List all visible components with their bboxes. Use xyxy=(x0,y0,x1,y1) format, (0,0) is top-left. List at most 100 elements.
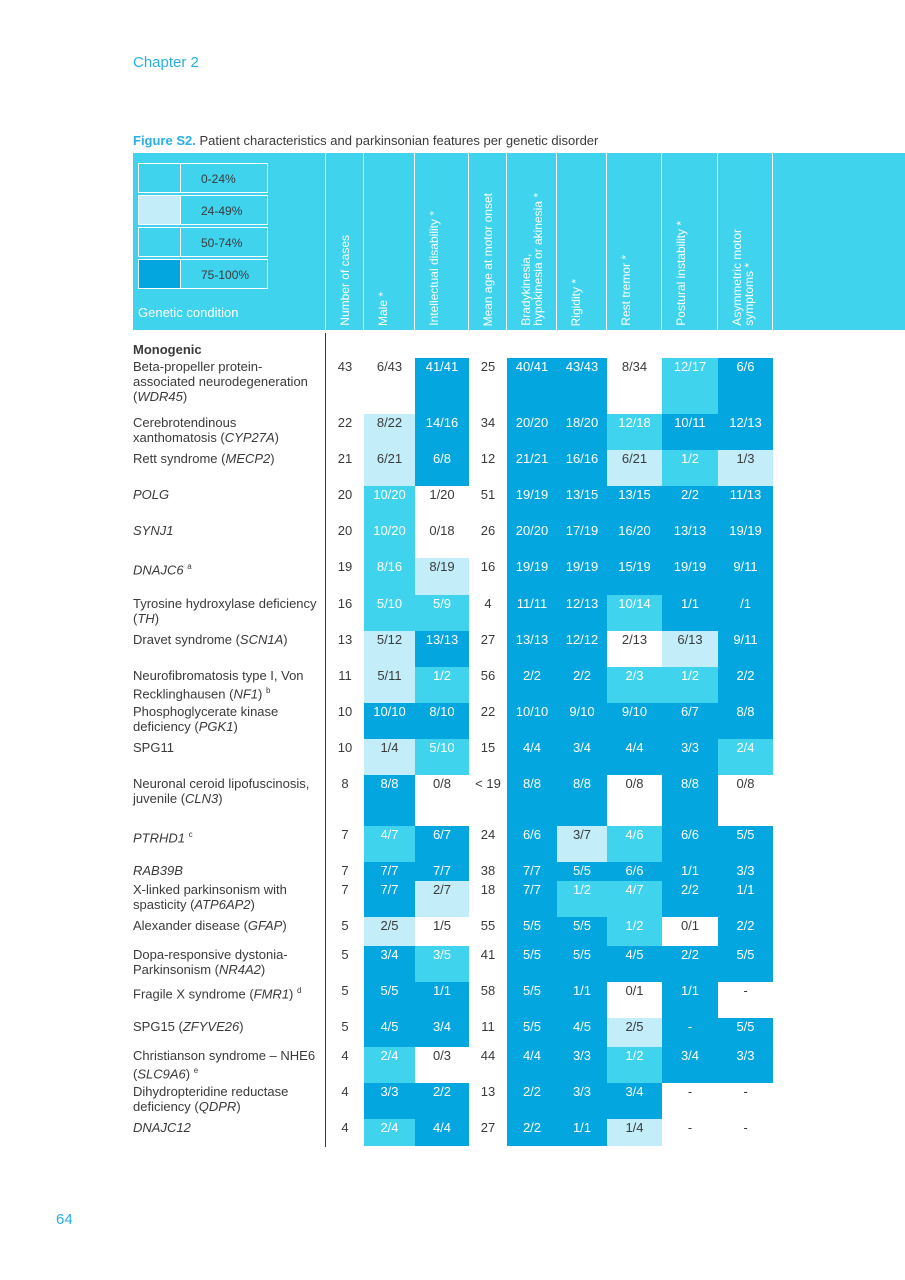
column-header-text: Intellectual disability * xyxy=(427,211,441,326)
row-condition-name: Dopa-responsive dystonia-Parkinsonism (N… xyxy=(133,947,288,977)
table-cell: 0/18 xyxy=(429,523,455,538)
table-cell: 4/4 xyxy=(507,739,557,775)
table-cell: 13 xyxy=(480,1084,496,1099)
table-cell: 20 xyxy=(337,523,353,538)
table-cell: 4/4 xyxy=(415,1119,469,1146)
table-cell: 13/13 xyxy=(507,631,557,667)
table-cell: 7/7 xyxy=(364,881,415,917)
table-cell: - xyxy=(743,1084,748,1099)
table-cell: 1/5 xyxy=(432,918,452,933)
table-cell: 7/7 xyxy=(507,881,557,917)
legend-row: 0-24% xyxy=(138,163,268,193)
table-cell: 3/3 xyxy=(557,1083,607,1119)
table-cell: 4/7 xyxy=(607,881,662,917)
column-divider xyxy=(717,153,718,330)
table-cell: 3/4 xyxy=(557,739,607,775)
table-cell: 19/19 xyxy=(507,486,557,522)
table-cell: 12/13 xyxy=(557,595,607,631)
table-cell: 6/7 xyxy=(415,826,469,862)
table-cell: 5 xyxy=(341,983,349,998)
table-cell: 2/5 xyxy=(364,917,415,946)
row-condition-name: Neuronal ceroid lipofuscinosis, juvenile… xyxy=(133,776,310,806)
table-cell: < 19 xyxy=(475,776,501,791)
row-condition-name: Alexander disease (GFAP) xyxy=(133,918,287,933)
table-cell: 1/1 xyxy=(662,982,718,1018)
table-cell: 5/5 xyxy=(364,982,415,1018)
table-cell: 10/10 xyxy=(507,703,557,739)
table-cell: 5/5 xyxy=(557,862,607,881)
table-cell: 7/7 xyxy=(415,862,469,881)
table-cell: 1/3 xyxy=(718,450,773,486)
table-cell: 1/20 xyxy=(429,487,455,502)
table-cell: 1/2 xyxy=(607,1047,662,1083)
table-cell: 18/20 xyxy=(557,414,607,450)
table-cell: 12/12 xyxy=(557,631,607,667)
table-cell: 1/2 xyxy=(662,450,718,486)
column-header: Male * xyxy=(364,153,415,330)
table-cell: 11 xyxy=(481,1019,495,1034)
column-header: Intellectual disability * xyxy=(415,153,469,330)
row-condition-name: DNAJC12 xyxy=(133,1120,191,1135)
table-cell: 0/8 xyxy=(736,776,755,791)
table-cell: 8/8 xyxy=(662,775,718,826)
row-condition-name: X-linked parkinsonism with spasticity (A… xyxy=(133,882,287,912)
row-condition-name: SPG11 xyxy=(133,740,174,755)
table-cell: 4 xyxy=(341,1048,349,1063)
table-cell: 27 xyxy=(480,1120,496,1135)
table-cell: 0/8 xyxy=(432,776,452,791)
table-cell: 1/1 xyxy=(718,881,773,917)
column-header-text: Mean age at motor onset xyxy=(481,192,495,326)
table-cell: 12 xyxy=(480,451,496,466)
table-cell: 5/5 xyxy=(557,917,607,946)
table-cell: 5/5 xyxy=(507,946,557,982)
table-cell: 6/6 xyxy=(507,826,557,862)
table-cell: 6/6 xyxy=(718,358,773,414)
table-cell: 7 xyxy=(341,827,349,842)
table-cell: 3/4 xyxy=(607,1083,662,1119)
table-cell: 5/11 xyxy=(364,667,415,703)
table-cell: 4 xyxy=(341,1120,349,1135)
table-cell: 14/16 xyxy=(415,414,469,450)
table-divider-line xyxy=(325,333,326,1147)
table-cell: 4 xyxy=(484,596,492,611)
table-cell: 8/34 xyxy=(621,359,648,374)
table-cell: 5/9 xyxy=(415,595,469,631)
table-cell: 1/1 xyxy=(662,595,718,631)
table-cell: 21/21 xyxy=(507,450,557,486)
column-header: Postural instability * xyxy=(662,153,718,330)
table-cell: 1/2 xyxy=(557,881,607,917)
table-cell: 9/10 xyxy=(607,703,662,739)
table-cell: 40/41 xyxy=(507,358,557,414)
table-cell: 9/11 xyxy=(718,631,773,667)
table-cell: 17/19 xyxy=(557,522,607,558)
table-cell: 2/4 xyxy=(718,739,773,775)
table-cell: 5/5 xyxy=(507,1018,557,1047)
table-cell: 5/10 xyxy=(415,739,469,775)
row-condition-name: Christianson syndrome – NHE6 (SLC9A6) e xyxy=(133,1048,316,1082)
row-condition-name: SYNJ1 xyxy=(133,523,174,538)
table-cell: 3/4 xyxy=(415,1018,469,1047)
column-header: Rest tremor * xyxy=(607,153,662,330)
table-cell: 11/11 xyxy=(507,595,557,631)
table-cell: 25 xyxy=(480,359,496,374)
table-cell: 8/22 xyxy=(364,414,415,450)
row-condition-name: SPG15 (ZFYVE26) xyxy=(133,1019,244,1034)
table-cell: 43 xyxy=(337,359,353,374)
table-cell: 5/10 xyxy=(364,595,415,631)
table-cell: 0/8 xyxy=(625,776,644,791)
figure-label: Figure S2. xyxy=(133,133,196,148)
table-cell: 6/6 xyxy=(607,862,662,881)
column-header-text: Postural instability * xyxy=(674,221,688,326)
table-cell: 9/10 xyxy=(557,703,607,739)
table-cell: 5/5 xyxy=(718,1018,773,1047)
table-cell: 13/13 xyxy=(415,631,469,667)
table-cell: 10/20 xyxy=(364,522,415,558)
table-cell: 3/3 xyxy=(364,1083,415,1119)
table-cell: 2/4 xyxy=(364,1047,415,1083)
table-cell: 13/13 xyxy=(662,522,718,558)
table-cell: 9/11 xyxy=(718,558,773,595)
column-header-text: Asymmetric motor symptoms * xyxy=(730,229,756,326)
legend-swatch xyxy=(138,163,181,193)
table-cell: 51 xyxy=(480,487,496,502)
table-cell: 56 xyxy=(480,668,496,683)
